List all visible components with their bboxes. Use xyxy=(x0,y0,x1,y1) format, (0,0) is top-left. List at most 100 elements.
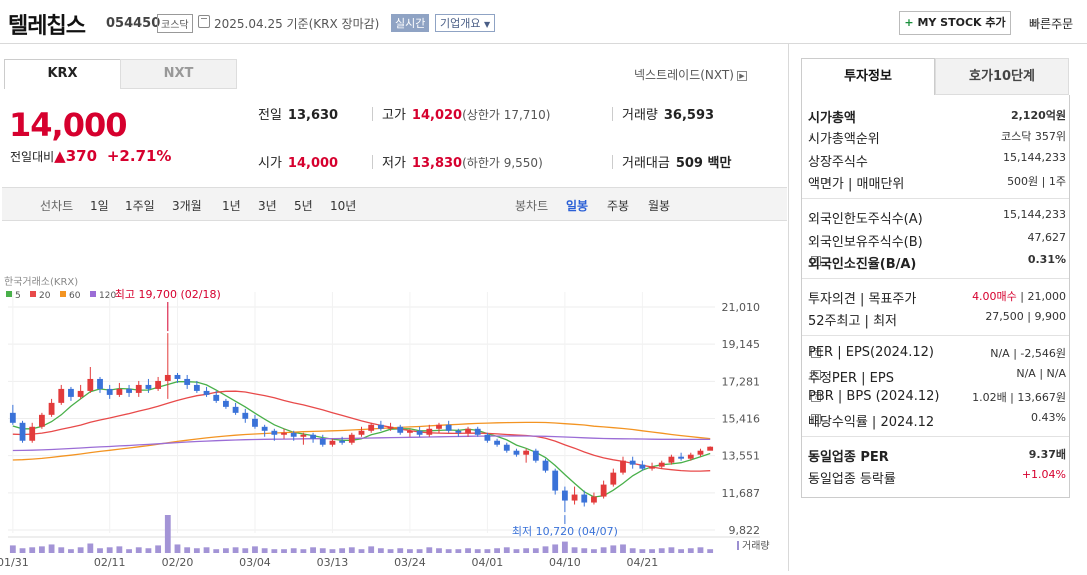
info-value: 27,500 | 9,900 xyxy=(985,310,1066,323)
tab-nxt[interactable]: NXT xyxy=(120,59,237,89)
info-value: 15,144,233 xyxy=(1003,151,1066,164)
info-row: 외국인보유주식수(B) 47,627 xyxy=(808,231,1066,251)
volume-label: 거래량 xyxy=(622,108,658,123)
info-value-highlight: 4.00매수 xyxy=(972,290,1017,303)
info-label: 외국인한도주식수(A) xyxy=(808,212,923,227)
tab-order-book[interactable]: 호가10단계 xyxy=(935,58,1069,95)
info-value: 500원 | 1주 xyxy=(1007,173,1066,189)
volume-bar xyxy=(193,548,200,553)
tab-investment-info[interactable]: 투자정보 xyxy=(801,58,935,95)
candle-body xyxy=(145,384,152,389)
info-value: 1.02배 | 13,667원 xyxy=(972,389,1066,405)
trade-amount: 거래대금 509 백만 xyxy=(622,152,731,171)
period-10y[interactable]: 10년 xyxy=(330,199,357,213)
candle-body xyxy=(668,456,675,463)
info-row: PBR | BPS (2024.12)? 1.02배 | 13,667원 xyxy=(808,389,1066,409)
my-stock-add-button[interactable]: + MY STOCK 추가 xyxy=(899,11,1011,35)
candle-body xyxy=(77,390,84,397)
open-label: 시가 xyxy=(258,156,282,171)
candle-body xyxy=(678,456,685,459)
info-value-text: | 21,000 xyxy=(1016,290,1066,303)
x-tick-label: 03/04 xyxy=(239,556,271,569)
help-icon[interactable]: ? xyxy=(811,255,821,266)
high-price: 고가 14,020(상한가 17,710) xyxy=(382,104,550,123)
candle-weekly[interactable]: 주봉 xyxy=(607,199,630,213)
volume-bar xyxy=(48,544,55,553)
x-tick-label: 03/24 xyxy=(394,556,426,569)
info-label: 52주최고 | 최저 xyxy=(808,314,897,329)
company-overview-dropdown[interactable]: 기업개요 ▼ xyxy=(435,14,496,32)
row-divider xyxy=(802,436,1069,437)
volume-bar xyxy=(387,549,394,553)
candle-body xyxy=(503,444,510,451)
info-row[interactable]: 동일업종 등락률 ▸ +1.04% xyxy=(808,468,1066,488)
volume-bar xyxy=(9,545,16,553)
candle-body xyxy=(203,390,210,395)
info-label: 투자의견 | 목표주가 xyxy=(808,292,917,307)
volume-bar xyxy=(474,549,481,553)
info-value: 4.00매수 | 21,000 xyxy=(972,288,1066,304)
help-icon[interactable]: ? xyxy=(811,391,821,402)
volume-bar xyxy=(145,548,152,553)
upper-limit: (상한가 17,710) xyxy=(462,108,551,122)
volume-bar xyxy=(600,547,607,553)
candle-daily[interactable]: 일봉 xyxy=(566,199,589,213)
help-icon[interactable]: ? xyxy=(811,369,821,380)
volume-bar xyxy=(581,548,588,553)
candle-body xyxy=(174,374,181,379)
candle-body xyxy=(513,450,520,455)
nextrade-link[interactable]: 넥스트레이드(NXT) ▶ xyxy=(634,66,747,83)
volume-bar xyxy=(503,547,510,553)
help-icon[interactable]: ? xyxy=(811,347,821,358)
candle-body xyxy=(252,418,258,427)
period-3y[interactable]: 3년 xyxy=(258,199,277,213)
info-value: 2,120억원 xyxy=(1011,107,1066,123)
info-row: 추정PER | EPS? N/A | N/A xyxy=(808,367,1066,387)
period-1d[interactable]: 1일 xyxy=(90,199,109,213)
low-value: 13,830 xyxy=(411,156,463,171)
candle-body xyxy=(358,430,365,435)
candle-body xyxy=(484,434,491,441)
info-row[interactable]: 동일업종 PER ▸ 9.37배 xyxy=(808,446,1066,466)
volume-bar xyxy=(271,549,278,553)
candle-body xyxy=(38,414,45,427)
help-icon[interactable]: ? xyxy=(811,413,821,424)
candle-monthly[interactable]: 월봉 xyxy=(648,199,671,213)
volume-bar xyxy=(523,548,530,553)
stock-code: 054450 xyxy=(106,16,161,31)
price-chart[interactable]: 한국거래소(KRX) 5 20 60 120 21,010 19,145 17,281 15,4… xyxy=(0,225,789,571)
volume-bar xyxy=(697,547,704,553)
period-5y[interactable]: 5년 xyxy=(294,199,313,213)
info-row[interactable]: 시가총액순위 ▸ 코스닥 357위 xyxy=(808,128,1066,148)
legend-label: 120 xyxy=(99,291,116,301)
candle-body xyxy=(232,406,239,413)
volume-bar xyxy=(687,548,694,553)
period-1w[interactable]: 1주일 xyxy=(125,199,155,213)
tab-krx[interactable]: KRX xyxy=(4,59,121,89)
candle-body xyxy=(620,460,626,473)
y-tick-label: 21,010 xyxy=(722,301,761,314)
info-row: 외국인한도주식수(A) 15,144,233 xyxy=(808,208,1066,228)
volume-value: 36,593 xyxy=(663,108,715,123)
y-tick-label: 19,145 xyxy=(722,338,761,351)
amount-value: 509 백만 xyxy=(675,156,732,171)
volume-bar xyxy=(668,547,675,553)
realtime-badge[interactable]: 실시간 xyxy=(391,14,430,32)
arrow-box-icon: ▶ xyxy=(736,70,747,81)
period-1y[interactable]: 1년 xyxy=(222,199,241,213)
candle-body xyxy=(397,426,404,433)
low-price: 저가 13,830(하한가 9,550) xyxy=(382,152,543,171)
info-label: 외국인보유주식수(B) xyxy=(808,235,923,250)
candle-body xyxy=(407,430,413,433)
candle-body xyxy=(339,440,346,443)
period-3m[interactable]: 3개월 xyxy=(172,199,202,213)
period-selector: 선차트 1일 1주일 3개월 1년 3년 5년 10년 봉차트 일봉 주봉 월봉 xyxy=(2,187,787,221)
volume-bar xyxy=(164,515,171,553)
high-annotation: 최고 19,700 (02/18) xyxy=(115,288,221,301)
volume-bar xyxy=(300,549,307,553)
candle-body xyxy=(639,464,646,469)
candle-body xyxy=(387,426,394,429)
volume-bar xyxy=(571,547,578,553)
quick-order-link[interactable]: 빠른주문 xyxy=(1029,17,1074,31)
y-tick-label: 11,687 xyxy=(722,487,761,500)
